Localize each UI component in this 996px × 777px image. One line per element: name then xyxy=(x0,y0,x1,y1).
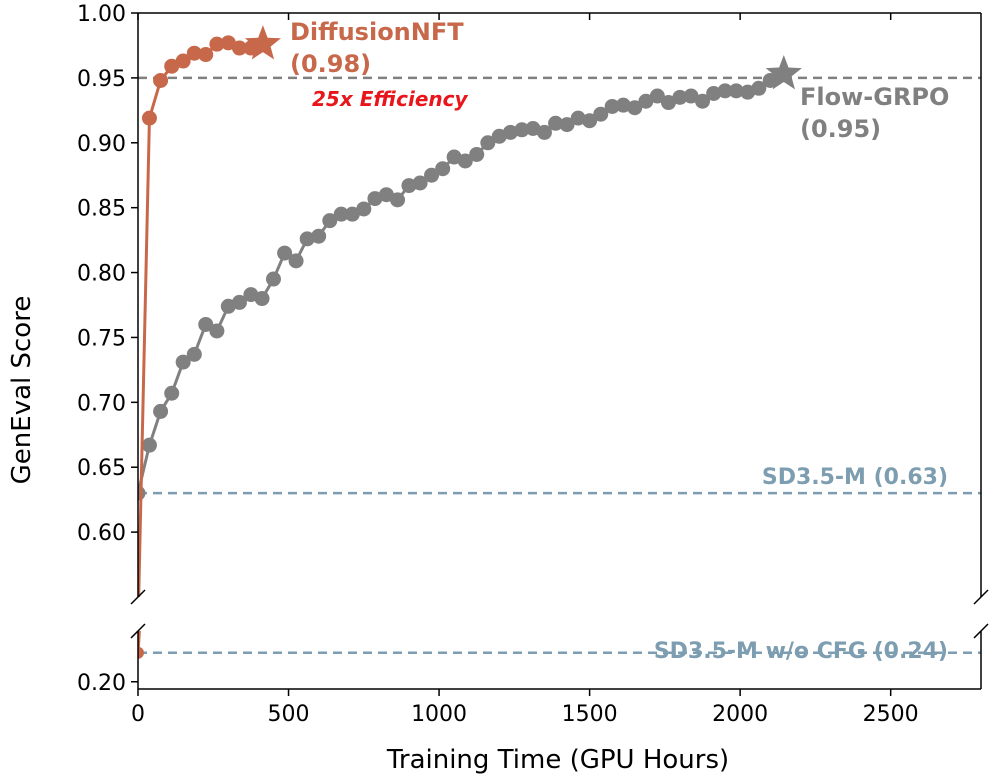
flow-grpo-point xyxy=(186,346,202,362)
y-tick-label: 1.00 xyxy=(77,2,126,27)
lower-plot-area: 0 500 1000 1500 2000 2500 0.20 xyxy=(77,631,982,727)
flow-grpo-line xyxy=(138,72,785,494)
axis-break-mark-1 xyxy=(973,589,989,605)
x-axis-label: Training Time (GPU Hours) xyxy=(386,745,729,775)
flow-grpo-point xyxy=(615,97,631,113)
diffusion-final-value-label: (0.98) xyxy=(290,50,371,78)
flow-grpo-point xyxy=(728,83,744,99)
flow-grpo-point xyxy=(288,253,304,269)
diffusion-nft-point xyxy=(153,72,169,88)
sd35m-baseline-label: SD3.5-M (0.63) xyxy=(762,465,948,490)
flow-grpo-point xyxy=(717,83,733,99)
flow-grpo-point xyxy=(322,213,338,229)
flow-grpo-point xyxy=(672,89,688,105)
axis-break-mark-0 xyxy=(130,589,146,605)
y-tick-label: 0.70 xyxy=(77,391,126,416)
flow-grpo-point xyxy=(536,124,552,140)
flow-grpo-point xyxy=(390,192,406,208)
flow-grpo-point xyxy=(751,80,767,96)
diffusion-nft-point xyxy=(231,40,247,56)
flow-grpo-point xyxy=(649,88,665,104)
flow-grpo-point xyxy=(141,437,157,453)
flow-grpo-point xyxy=(333,206,349,222)
flow-grpo-point xyxy=(254,291,270,307)
y-tick-label: 0.60 xyxy=(77,521,126,546)
axis-break-mark-2 xyxy=(130,623,146,639)
diffusion-nft-point xyxy=(141,110,157,126)
y-tick-label: 0.75 xyxy=(77,326,126,351)
flow-grpo-point xyxy=(209,323,225,339)
diffusion-nft-point xyxy=(220,35,236,51)
flow-grpo-point xyxy=(457,153,473,169)
flow-grpo-point xyxy=(412,175,428,191)
flow-grpo-point xyxy=(695,93,711,109)
flow-grpo-point xyxy=(582,113,598,129)
flow-grpo-point xyxy=(231,294,247,310)
y-tick-label: 0.65 xyxy=(77,456,126,481)
diffusion-nft-point xyxy=(175,53,191,69)
flow-grpo-point xyxy=(469,146,485,162)
lower-axes: 0 500 1000 1500 2000 2500 0.20 xyxy=(77,631,982,727)
flow-grpo-point xyxy=(604,98,620,114)
flow-grpo-point xyxy=(683,88,699,104)
flow-grpo-point xyxy=(164,385,180,401)
annotations-layer xyxy=(130,25,989,639)
diffusion-nft-point xyxy=(209,36,225,52)
flow-grpo-point xyxy=(627,100,643,116)
upper-plot-area: 0.60 0.65 0.70 0.75 0.80 0.85 0.90 0.95 1.00 xyxy=(77,2,982,597)
y-tick-label-lower: 0.20 xyxy=(77,671,126,696)
flow-grpo-point xyxy=(706,85,722,101)
axis-break-mark-3 xyxy=(973,623,989,639)
flow-grpo-point xyxy=(762,72,778,88)
diffusion-nft-start-point xyxy=(138,646,144,659)
flow-grpo-point xyxy=(548,115,564,131)
flow-grpo-point xyxy=(175,354,191,370)
diffusion-nft-final-star xyxy=(244,25,281,60)
y-tick-label: 0.90 xyxy=(77,132,126,157)
flow-grpo-point xyxy=(480,135,496,151)
x-tick-label: 1500 xyxy=(562,702,618,727)
flow-grpo-point xyxy=(435,161,451,177)
flow-grpo-point xyxy=(638,93,654,109)
y-tick-label: 0.85 xyxy=(77,197,126,222)
flow-grpo-point xyxy=(265,271,281,287)
flow-grpo-point xyxy=(378,187,394,203)
flow-grpo-final-star xyxy=(765,55,802,90)
flow-grpo-point xyxy=(559,117,575,133)
flow-grpo-point xyxy=(593,106,609,122)
x-tick-label: 500 xyxy=(268,702,310,727)
flow-grpo-point xyxy=(299,231,315,247)
diffusion-nft-point xyxy=(164,58,180,74)
x-tick-label: 2000 xyxy=(712,702,768,727)
flow-grpo-point xyxy=(525,121,541,137)
y-tick-label: 0.95 xyxy=(77,67,126,92)
y-axis-label: GenEval Score xyxy=(7,296,37,485)
flow-grpo-point xyxy=(153,403,169,419)
upper-clipped xyxy=(138,35,981,597)
flow-grpo-point xyxy=(660,95,676,111)
flow-grpo-point xyxy=(356,201,372,217)
flow-grpo-point xyxy=(344,206,360,222)
flow-grpo-point xyxy=(311,228,327,244)
flow-grpo-point xyxy=(502,124,518,140)
diffusion-nft-point xyxy=(198,47,214,63)
flow-final-value-label: (0.95) xyxy=(800,115,881,143)
flow-grpo-point xyxy=(514,122,530,138)
x-tick-label: 2500 xyxy=(863,702,919,727)
y-tick-label: 0.80 xyxy=(77,262,126,287)
sd35m-no-cfg-baseline-label: SD3.5-M w/o CFG (0.24) xyxy=(654,639,948,664)
flow-grpo-point xyxy=(277,245,293,261)
efficiency-annotation: 25x Efficiency xyxy=(312,87,468,111)
flow-series-label: Flow-GRPO xyxy=(800,83,949,111)
diffusion-nft-point xyxy=(186,45,202,61)
flow-grpo-point xyxy=(424,167,440,183)
flow-grpo-point xyxy=(198,316,214,332)
flow-grpo-point xyxy=(570,110,586,126)
x-tick-label: 1000 xyxy=(411,702,467,727)
upper-axes: 0.60 0.65 0.70 0.75 0.80 0.85 0.90 0.95 1.00 xyxy=(77,2,982,597)
x-tick-label: 0 xyxy=(131,702,145,727)
diffusion-series-label: DiffusionNFT xyxy=(290,18,464,46)
flow-grpo-point xyxy=(367,191,383,207)
